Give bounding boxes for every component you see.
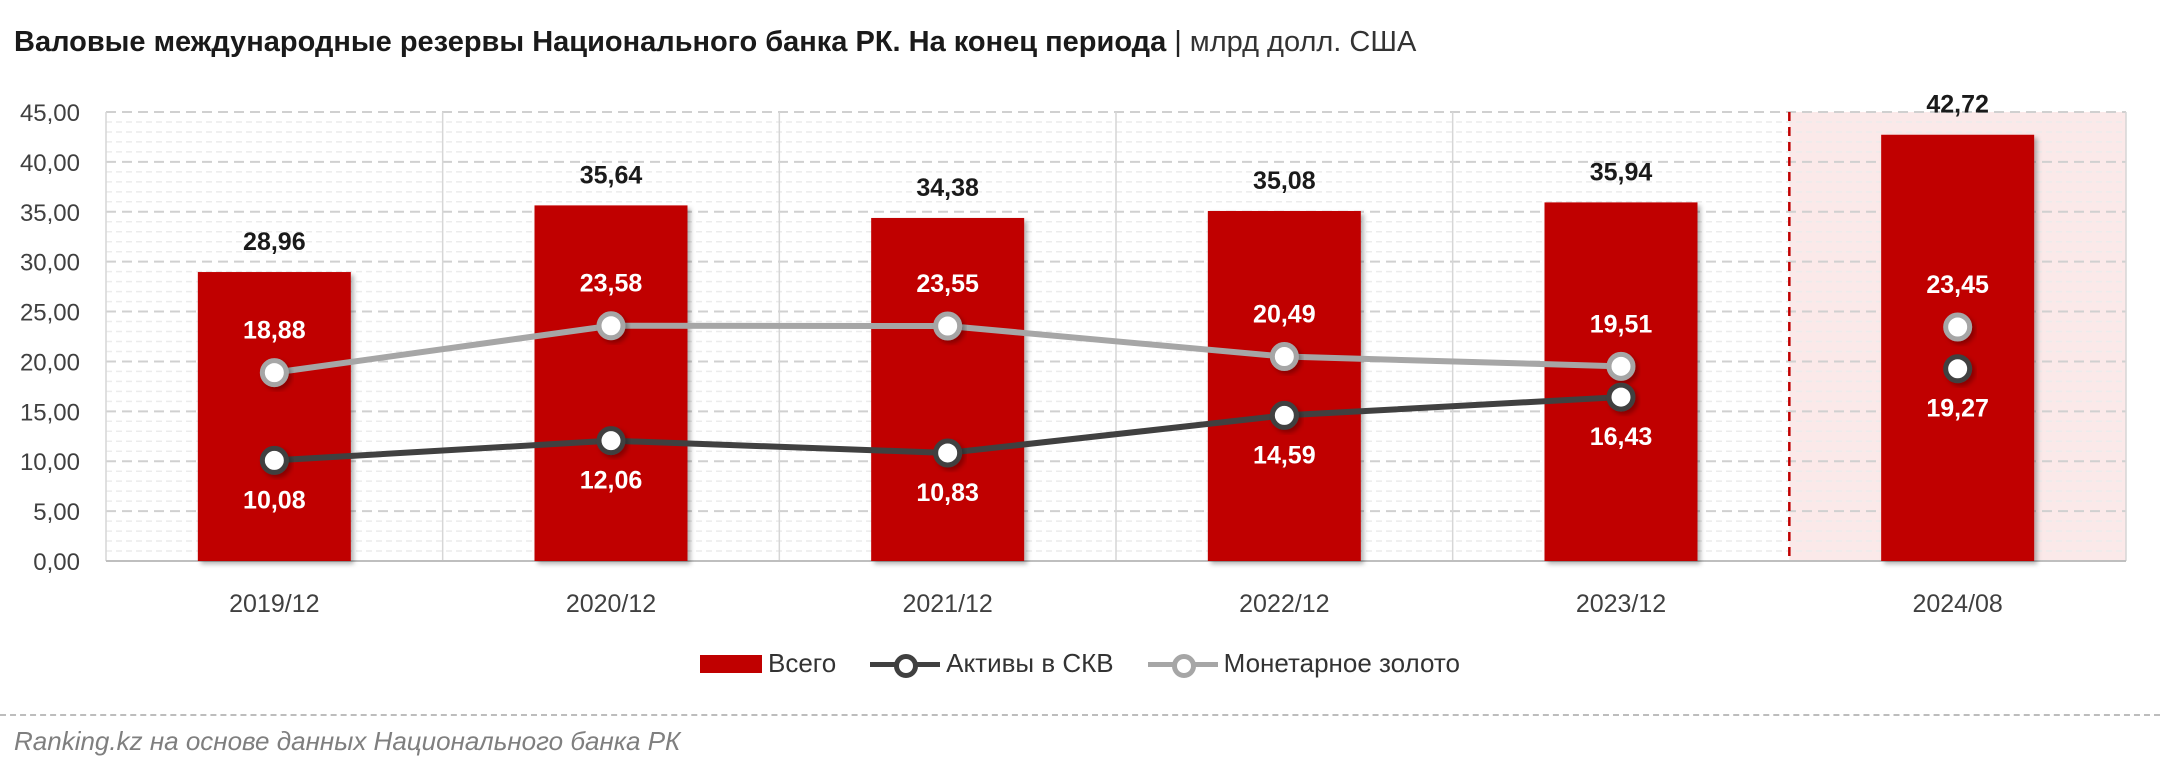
bar-total-2023/12 — [1544, 202, 1698, 561]
data-label-fx: 19,27 — [1926, 395, 1989, 423]
x-tick-label: 2023/12 — [1576, 590, 1666, 618]
marker-gold — [933, 311, 963, 341]
marker-fx — [1269, 400, 1299, 430]
marker-fx — [933, 438, 963, 468]
data-label-gold: 19,51 — [1590, 310, 1653, 338]
chart-area: 0,00 5,00 10,00 15,00 20,00 25,00 30,00 35,00 40… — [20, 91, 2127, 618]
data-label-total: 35,08 — [1253, 167, 1316, 195]
chart-legend: Всего Активы в СКВ Монетарное золото — [0, 648, 2160, 679]
source-note: Ranking.kz на основе данных Национальног… — [14, 726, 681, 756]
data-label-gold: 23,58 — [580, 270, 643, 298]
legend-label-total: Всего — [767, 648, 837, 678]
marker-fx — [1606, 382, 1636, 412]
data-label-total: 28,96 — [243, 228, 306, 256]
legend-swatch-total — [699, 654, 762, 673]
data-label-total: 42,72 — [1926, 91, 1989, 119]
x-tick-label: 2024/08 — [1912, 590, 2002, 618]
legend-item-fx: Активы в СКВ — [870, 648, 1114, 679]
data-label-fx: 14,59 — [1253, 441, 1316, 469]
data-label-gold: 20,49 — [1253, 301, 1316, 329]
marker-gold — [1943, 312, 1973, 342]
x-tick-label: 2021/12 — [902, 590, 992, 618]
chart-unit: млрд долл. США — [1189, 26, 1417, 58]
y-tick-label: 10,00 — [20, 449, 80, 476]
data-label-fx: 10,83 — [916, 479, 979, 507]
y-tick-label: 5,00 — [33, 499, 80, 526]
legend-label-fx: Активы в СКВ — [946, 648, 1114, 678]
y-tick-label: 20,00 — [20, 349, 80, 376]
marker-gold — [1606, 351, 1636, 381]
x-tick-label: 2022/12 — [1239, 590, 1329, 618]
y-tick-label: 0,00 — [33, 549, 80, 576]
source-divider — [0, 714, 2160, 716]
y-tick-label: 40,00 — [20, 150, 80, 177]
chart-title: Валовые международные резервы Национальн… — [14, 26, 1416, 59]
y-tick-label: 15,00 — [20, 399, 80, 426]
x-tick-label: 2019/12 — [229, 590, 319, 618]
y-tick-label: 25,00 — [20, 300, 80, 327]
title-separator: | — [1174, 26, 1182, 58]
data-label-total: 35,64 — [580, 161, 643, 189]
data-label-total: 34,38 — [916, 174, 979, 202]
marker-fx — [596, 426, 626, 456]
data-label-gold: 23,45 — [1926, 271, 1989, 299]
data-label-gold: 23,55 — [916, 270, 979, 298]
legend-label-gold: Монетарное золото — [1223, 648, 1460, 678]
bar-total-2022/12 — [1207, 210, 1361, 561]
data-label-gold: 18,88 — [243, 317, 306, 345]
data-label-fx: 16,43 — [1590, 423, 1653, 451]
x-tick-label: 2020/12 — [566, 590, 656, 618]
data-label-total: 35,94 — [1590, 158, 1653, 186]
chart-title-main: Валовые международные резервы Национальн… — [14, 26, 1167, 58]
y-tick-label: 30,00 — [20, 250, 80, 277]
legend-swatch-fx — [870, 651, 941, 678]
legend-item-total: Всего — [699, 648, 837, 679]
bar-total-2021/12 — [871, 217, 1025, 562]
data-label-fx: 12,06 — [580, 467, 643, 495]
y-tick-label: 35,00 — [20, 200, 80, 227]
data-label-fx: 10,08 — [243, 486, 306, 514]
marker-gold — [1269, 342, 1299, 372]
marker-fx — [1943, 354, 1973, 384]
y-tick-label: 45,00 — [20, 100, 80, 127]
marker-gold — [259, 358, 289, 388]
bar-total-2020/12 — [534, 205, 688, 561]
legend-swatch-gold — [1147, 651, 1218, 678]
marker-gold — [596, 311, 626, 341]
bar-total-2024/08 — [1881, 134, 2035, 561]
marker-fx — [259, 445, 289, 475]
bar-total-2019/12 — [197, 272, 351, 561]
legend-item-gold: Монетарное золото — [1147, 648, 1460, 679]
